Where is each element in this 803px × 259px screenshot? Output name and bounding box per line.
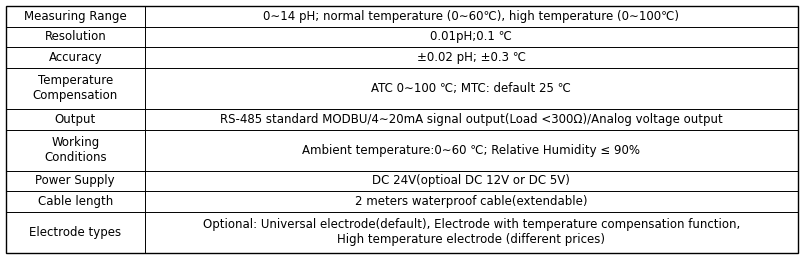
Text: RS-485 standard MODBU/4∼20mA signal output(Load <300Ω)/Analog voltage output: RS-485 standard MODBU/4∼20mA signal outp… [220,113,722,126]
Text: 2 meters waterproof cable(extendable): 2 meters waterproof cable(extendable) [355,195,587,208]
Text: Temperature
Compensation: Temperature Compensation [33,74,118,102]
Text: Electrode types: Electrode types [29,226,121,239]
Text: Optional: Universal electrode(default), Electrode with temperature compensation : Optional: Universal electrode(default), … [202,218,739,246]
Text: DC 24V(optioal DC 12V or DC 5V): DC 24V(optioal DC 12V or DC 5V) [372,175,569,188]
Text: 0∼14 pH; normal temperature (0∼60℃), high temperature (0∼100℃): 0∼14 pH; normal temperature (0∼60℃), hig… [263,10,679,23]
Text: Working
Conditions: Working Conditions [44,136,107,164]
Text: Cable length: Cable length [38,195,112,208]
Text: Accuracy: Accuracy [48,51,102,64]
Text: 0.01pH;0.1 ℃: 0.01pH;0.1 ℃ [430,30,512,43]
Text: ATC 0∼100 ℃; MTC: default 25 ℃: ATC 0∼100 ℃; MTC: default 25 ℃ [371,82,570,95]
Text: Power Supply: Power Supply [35,175,115,188]
Text: ±0.02 pH; ±0.3 ℃: ±0.02 pH; ±0.3 ℃ [416,51,525,64]
Text: Output: Output [55,113,96,126]
Text: Resolution: Resolution [44,30,106,43]
Text: Measuring Range: Measuring Range [24,10,127,23]
Text: Ambient temperature:0∼60 ℃; Relative Humidity ≤ 90%: Ambient temperature:0∼60 ℃; Relative Hum… [302,143,639,157]
